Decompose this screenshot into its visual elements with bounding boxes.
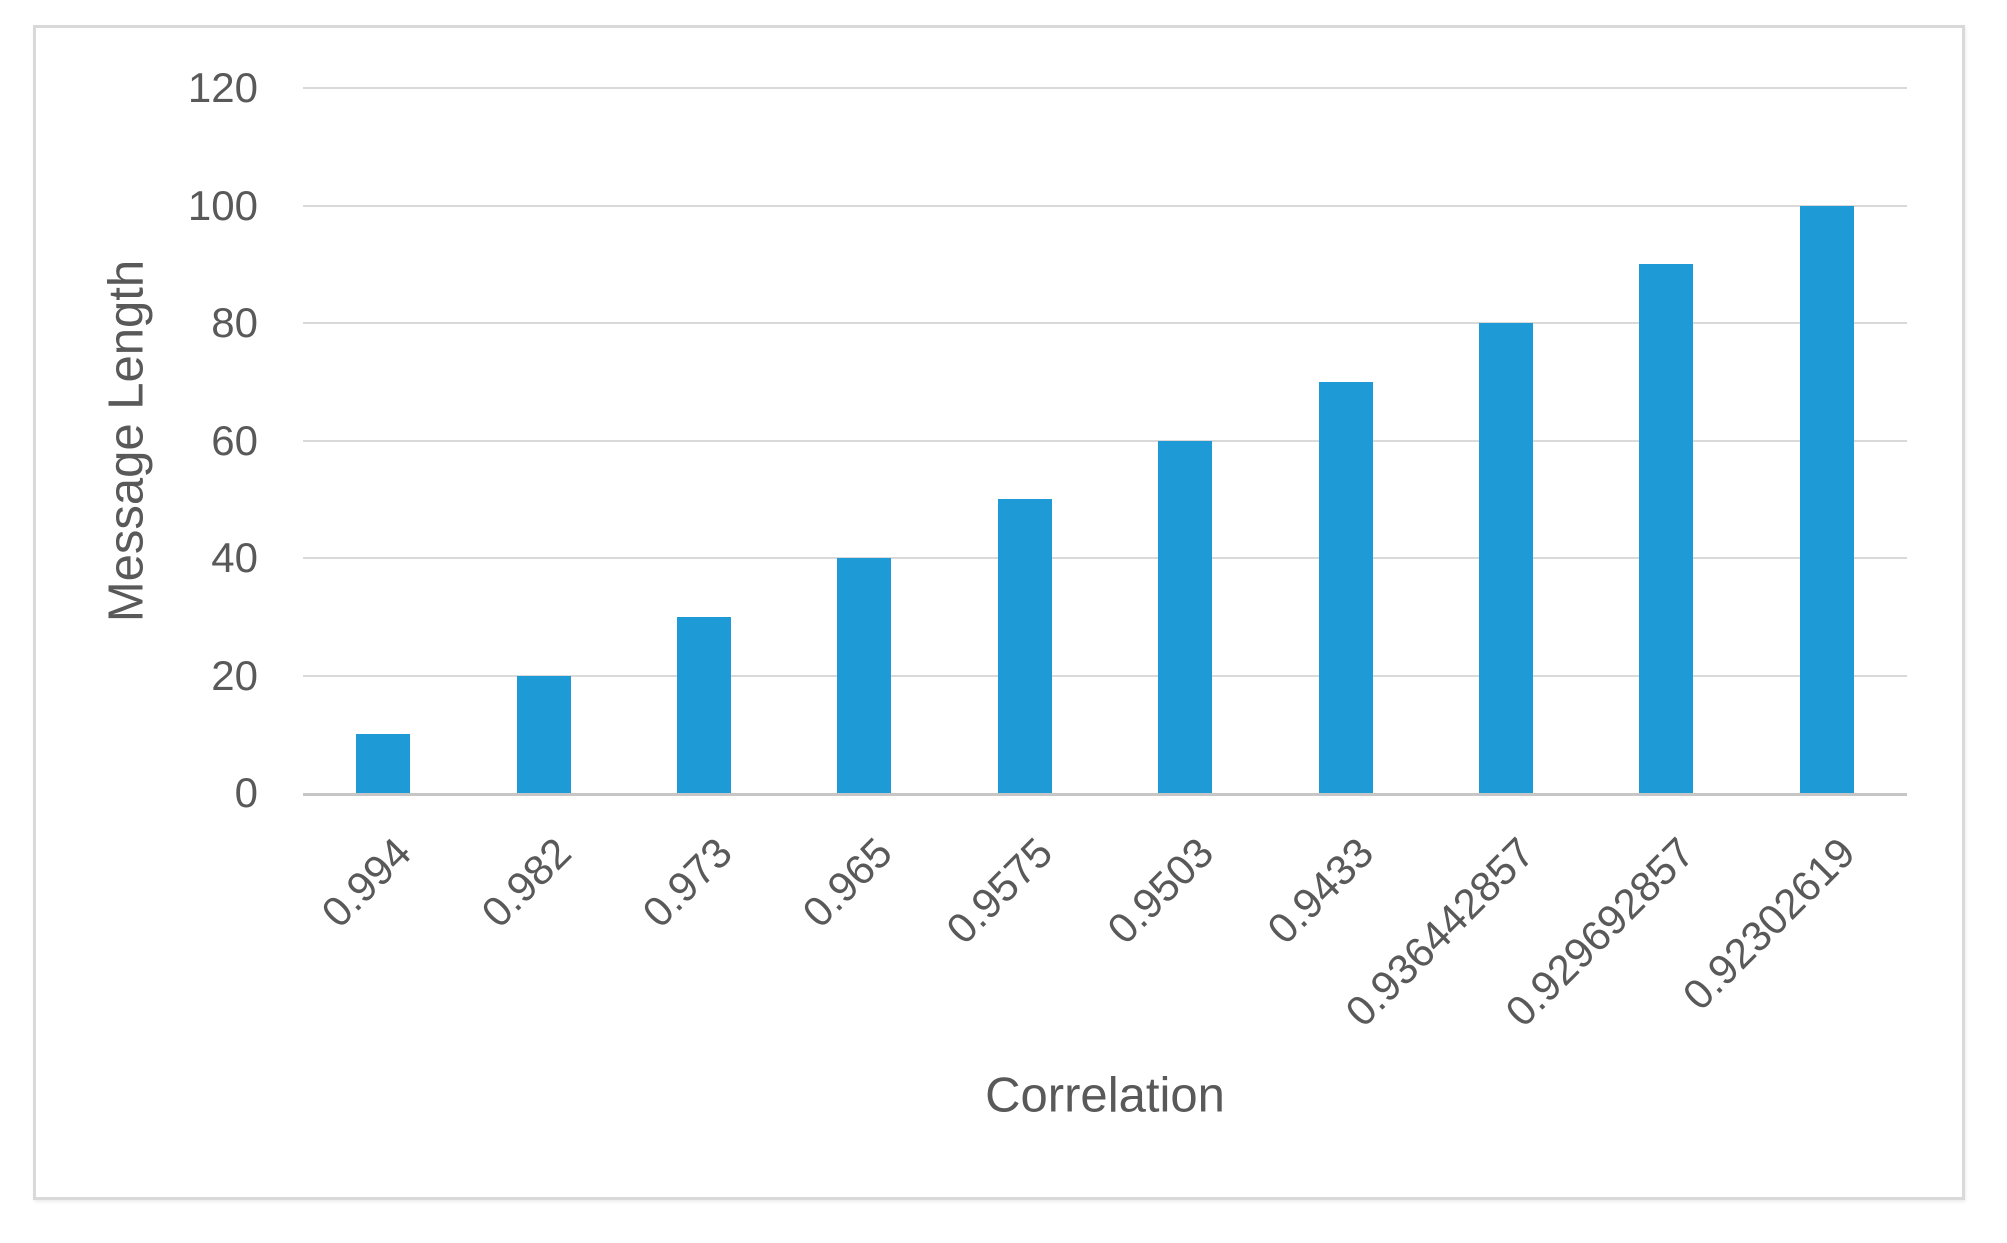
bar [1639, 264, 1694, 793]
gridline [303, 87, 1907, 89]
bar [1479, 323, 1533, 793]
bar [837, 558, 892, 793]
bar [356, 734, 411, 793]
y-axis-tick-label: 100 [187, 181, 258, 229]
gridline [303, 204, 1907, 207]
bar [997, 499, 1052, 793]
bar [516, 675, 571, 793]
bar [1318, 381, 1373, 793]
bar [1158, 440, 1213, 793]
bar [1799, 205, 1854, 793]
gridline [303, 439, 1907, 442]
x-axis-title: Correlation [985, 1068, 1225, 1123]
gridline [303, 557, 1907, 559]
y-axis-tick-label: 20 [211, 651, 258, 699]
x-axis-line [303, 793, 1907, 796]
y-axis-title: Message Length [99, 259, 154, 622]
y-axis-tick-label: 40 [211, 534, 258, 581]
y-axis-tick-label: 0 [234, 769, 258, 816]
y-axis-tick-label: 80 [211, 299, 258, 346]
y-axis-tick-label: 120 [187, 64, 258, 111]
gridline [303, 674, 1907, 677]
gridline [303, 322, 1907, 324]
y-axis-tick-label: 60 [211, 416, 258, 464]
bar [677, 616, 731, 793]
